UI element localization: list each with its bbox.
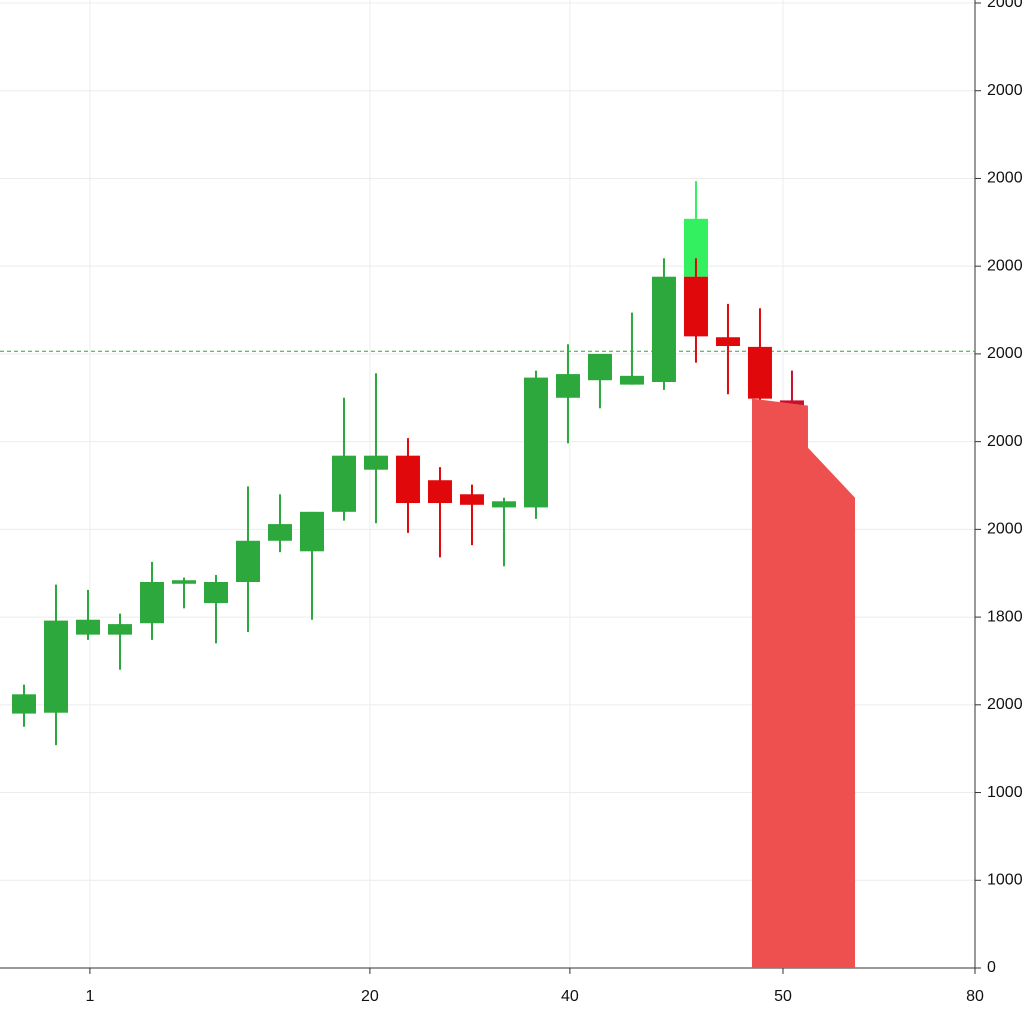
y-tick-label: 2000 — [987, 170, 1023, 187]
candle-body — [363, 455, 388, 470]
y-tick-label: 2000 — [987, 0, 1023, 11]
area — [751, 398, 856, 968]
candle-body — [651, 276, 676, 382]
y-tick-label: 2000 — [987, 521, 1023, 538]
candle-body — [427, 480, 452, 504]
candle-body — [555, 374, 580, 398]
candle-body — [619, 375, 644, 385]
y-tick-label: 2000 — [987, 696, 1023, 713]
candle-body — [267, 524, 292, 541]
y-tick-label: 1000 — [987, 871, 1023, 888]
candle-body — [747, 346, 772, 399]
candle-body — [203, 582, 228, 604]
candle-body — [299, 511, 324, 552]
candle-body — [235, 540, 260, 582]
y-tick-label: 2000 — [987, 257, 1023, 274]
candle-body — [715, 337, 740, 347]
y-tick-label: 2000 — [987, 345, 1023, 362]
candle-body — [523, 377, 548, 508]
candle-body — [107, 624, 132, 635]
x-tick-label: 40 — [561, 988, 579, 1005]
candle-body — [75, 619, 100, 635]
candle-body — [11, 694, 36, 714]
y-tick-label: 2000 — [987, 433, 1023, 450]
candle-body — [171, 580, 196, 584]
candle-body — [139, 582, 164, 624]
candle-body — [683, 276, 708, 337]
candle-body — [587, 353, 612, 381]
candle-body — [779, 400, 804, 406]
candle-body — [331, 455, 356, 512]
x-tick-label: 20 — [361, 988, 379, 1005]
y-tick-label: 1800 — [987, 608, 1023, 625]
candle-body — [491, 501, 516, 508]
y-tick-label: 2000 — [987, 82, 1023, 99]
x-tick-label: 80 — [966, 988, 984, 1005]
x-tick-label: 50 — [774, 988, 792, 1005]
y-tick-label: 1000 — [987, 784, 1023, 801]
candle-body — [459, 494, 484, 505]
y-tick-label: 0 — [987, 959, 996, 976]
candle-body — [395, 455, 420, 504]
candle-body — [43, 620, 68, 713]
x-tick-label: 1 — [85, 988, 94, 1005]
